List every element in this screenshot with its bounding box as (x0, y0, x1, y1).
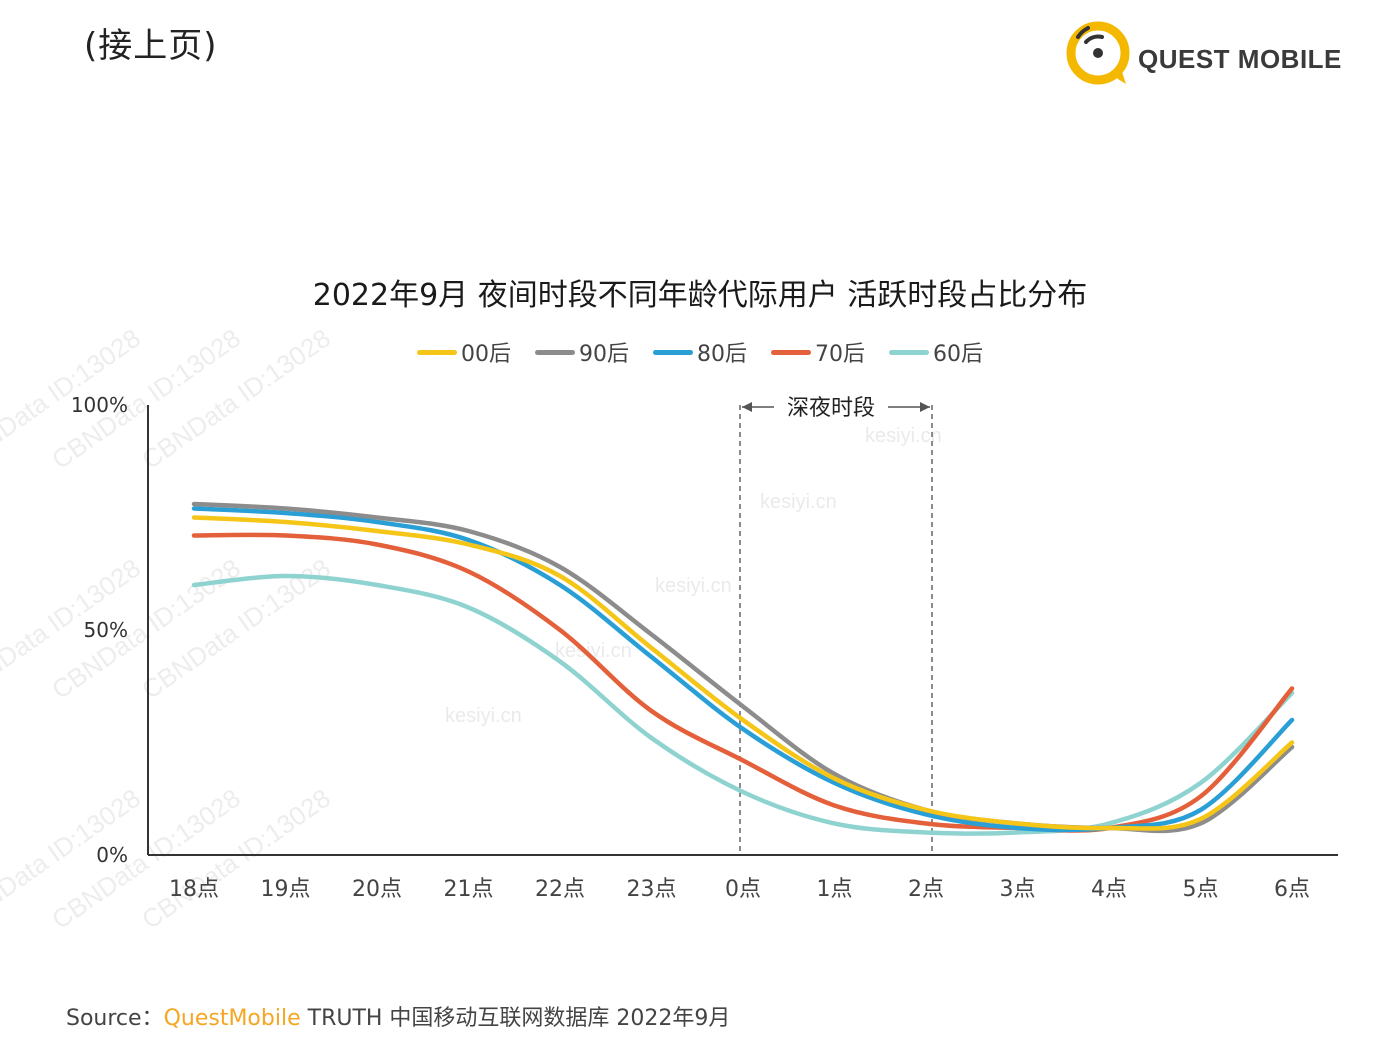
x-tick-label: 18点 (169, 877, 219, 902)
y-tick-label: 50% (84, 618, 128, 642)
source-rest: TRUTH 中国移动互联网数据库 2022年9月 (307, 1006, 731, 1031)
series-line-70后 (191, 532, 1295, 833)
x-tick-label: 5点 (1183, 877, 1219, 902)
x-tick-label: 21点 (444, 877, 494, 902)
chart-axes (147, 405, 1338, 856)
annotation-left-arrowhead (742, 402, 752, 412)
x-tick-label: 19点 (261, 877, 311, 902)
legend-item: 00后 (417, 336, 511, 368)
chart-series (191, 501, 1295, 836)
legend-swatch (889, 349, 929, 355)
y-axis-ticks: 0% 50% 100% (71, 393, 128, 867)
y-tick-label: 100% (71, 393, 128, 417)
x-tick-label: 22点 (535, 877, 585, 902)
quest-mobile-logo: QUEST MOBILE (1058, 16, 1348, 86)
legend-swatch (535, 349, 575, 355)
annotation-right-arrowhead (920, 402, 930, 412)
legend-label: 00后 (461, 342, 511, 367)
x-tick-label: 2点 (908, 877, 944, 902)
legend-item: 90后 (535, 336, 629, 368)
legend-label: 70后 (815, 342, 865, 367)
source-brand: QuestMobile (163, 1006, 301, 1031)
legend-label: 60后 (933, 342, 983, 367)
series-line-60后 (191, 573, 1295, 836)
watermark-site-text: kesiyi.cn (760, 491, 837, 513)
x-tick-label: 6点 (1274, 877, 1310, 902)
x-tick-label: 3点 (1000, 877, 1036, 902)
legend-swatch (417, 349, 457, 355)
source-note: Source：QuestMobile TRUTH 中国移动互联网数据库 2022… (66, 1000, 730, 1032)
page-header-continuation: (接上页) (84, 26, 218, 66)
x-tick-label: 4点 (1091, 877, 1127, 902)
legend-item: 60后 (889, 336, 983, 368)
x-tick-label: 1点 (817, 877, 853, 902)
x-tick-label: 23点 (627, 877, 677, 902)
legend-swatch (771, 349, 811, 355)
y-tick-label: 0% (96, 843, 128, 867)
legend-item: 80后 (653, 336, 747, 368)
legend-swatch (653, 349, 693, 355)
x-tick-label: 0点 (725, 877, 761, 902)
x-tick-label: 20点 (352, 877, 402, 902)
series-line-80后 (191, 506, 1295, 833)
annotation-label: 深夜时段 (787, 396, 875, 421)
legend-label: 90后 (579, 342, 629, 367)
chart-legend: 00后 90后 80后 70后 60后 (0, 336, 1400, 368)
legend-label: 80后 (697, 342, 747, 367)
series-line-00后 (191, 515, 1295, 831)
watermark-site-text: kesiyi.cn (655, 575, 732, 597)
logo-brand-name: QUEST MOBILE (1138, 44, 1342, 74)
logo-icon (1066, 21, 1130, 85)
source-prefix: Source： (66, 1006, 164, 1031)
watermark-site-text: kesiyi.cn (865, 425, 942, 447)
legend-item: 70后 (771, 336, 865, 368)
watermark-site-text: kesiyi.cn (555, 640, 632, 662)
chart-title: 2022年9月 夜间时段不同年龄代际用户 活跃时段占比分布 (312, 278, 1088, 313)
series-line-90后 (191, 501, 1295, 834)
watermark-site-text: kesiyi.cn (445, 705, 522, 727)
x-axis-ticks: 18点 19点 20点 21点 22点 23点 0点 1点 2点 3点 4点 5点 6点 (169, 877, 1310, 902)
late-night-annotation: 深夜时段 (739, 396, 933, 855)
